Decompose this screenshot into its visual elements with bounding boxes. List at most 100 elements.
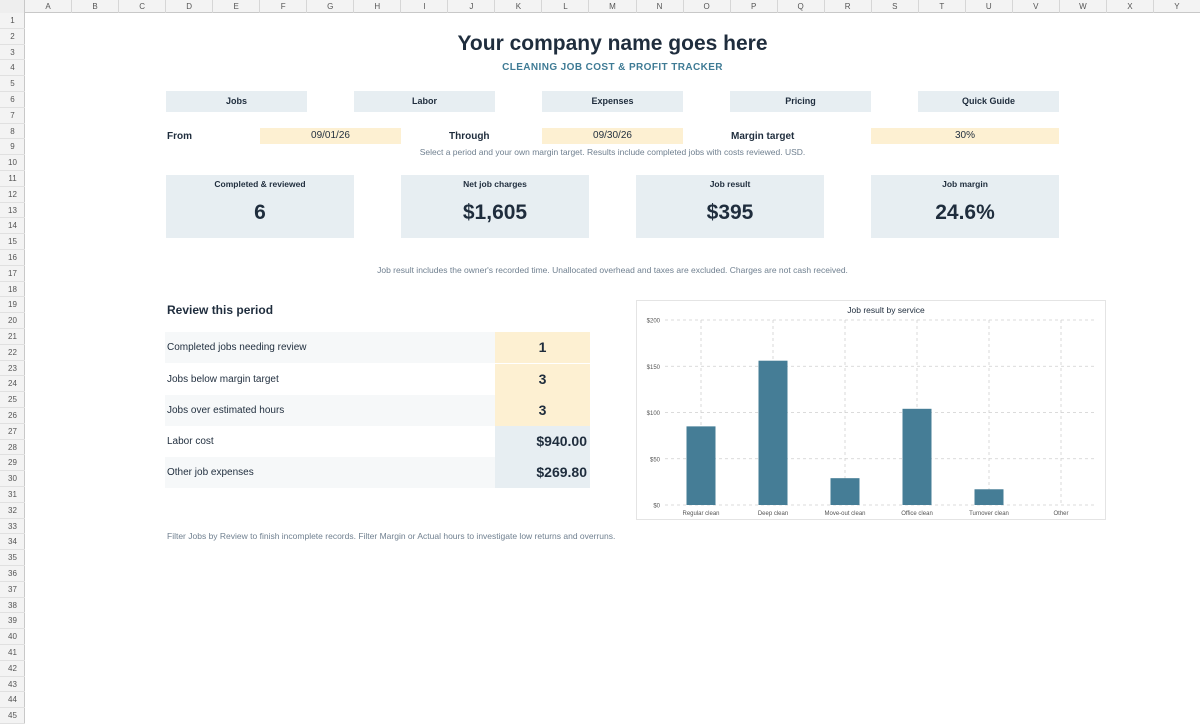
row-header[interactable]: 24	[0, 376, 25, 393]
row-header[interactable]: 28	[0, 440, 25, 456]
row-header[interactable]: 19	[0, 297, 25, 314]
review-row-label: Jobs over estimated hours	[167, 405, 285, 416]
column-header[interactable]: S	[872, 0, 919, 13]
column-header[interactable]: R	[825, 0, 872, 13]
review-row[interactable]: Jobs over estimated hours 3	[165, 395, 590, 426]
row-header[interactable]: 43	[0, 677, 25, 693]
review-row[interactable]: Labor cost $940.00	[165, 426, 590, 457]
column-header[interactable]: A	[25, 0, 73, 13]
kpi-job-result-card[interactable]: Job result $395	[636, 175, 824, 238]
row-header[interactable]: 38	[0, 598, 25, 614]
column-header[interactable]: B	[72, 0, 120, 13]
row-header[interactable]: 34	[0, 534, 25, 551]
column-header[interactable]: X	[1107, 0, 1154, 13]
row-header[interactable]: 33	[0, 519, 25, 535]
column-header[interactable]: J	[448, 0, 496, 13]
row-header[interactable]: 35	[0, 550, 25, 566]
row-header[interactable]: 7	[0, 108, 25, 124]
from-date-input[interactable]: 09/01/26	[260, 128, 401, 144]
row-header[interactable]: 41	[0, 645, 25, 661]
select-all-corner[interactable]	[0, 0, 25, 13]
row-header[interactable]: 37	[0, 582, 25, 598]
row-header[interactable]: 32	[0, 503, 25, 519]
column-header[interactable]: D	[166, 0, 214, 13]
review-row-value[interactable]: 3	[495, 395, 590, 426]
column-header[interactable]: K	[495, 0, 543, 13]
column-header[interactable]: W	[1060, 0, 1107, 13]
row-header[interactable]: 36	[0, 566, 25, 582]
review-row-value[interactable]: $269.80	[495, 457, 590, 488]
column-header[interactable]: P	[731, 0, 778, 13]
row-header[interactable]: 22	[0, 345, 25, 361]
row-header[interactable]: 10	[0, 155, 25, 171]
row-header[interactable]: 5	[0, 76, 25, 92]
row-header[interactable]: 42	[0, 661, 25, 677]
row-header[interactable]: 8	[0, 124, 25, 140]
row-header[interactable]: 3	[0, 45, 25, 61]
column-header[interactable]: T	[919, 0, 966, 13]
column-header[interactable]: N	[637, 0, 684, 13]
row-header[interactable]: 13	[0, 203, 25, 219]
column-header[interactable]: I	[401, 0, 449, 13]
column-header[interactable]: Y	[1154, 0, 1200, 13]
row-header[interactable]: 21	[0, 329, 25, 345]
column-header[interactable]: O	[684, 0, 731, 13]
row-header[interactable]: 14	[0, 218, 25, 235]
row-header[interactable]: 1	[0, 13, 25, 29]
nav-quick-guide-button[interactable]: Quick Guide	[918, 91, 1059, 112]
review-row-value[interactable]: 1	[495, 332, 590, 363]
row-header[interactable]: 6	[0, 92, 25, 108]
column-header[interactable]: Q	[778, 0, 825, 13]
row-header[interactable]: 4	[0, 60, 25, 77]
review-row[interactable]: Completed jobs needing review 1	[165, 332, 590, 363]
column-header[interactable]: H	[354, 0, 402, 13]
row-header[interactable]: 23	[0, 361, 25, 377]
row-header[interactable]: 27	[0, 424, 25, 440]
row-header[interactable]: 2	[0, 29, 25, 45]
row-header[interactable]: 9	[0, 139, 25, 156]
through-date-input[interactable]: 09/30/26	[542, 128, 683, 144]
row-header[interactable]: 44	[0, 692, 25, 709]
row-header[interactable]: 15	[0, 234, 25, 250]
kpi-completed-card[interactable]: Completed & reviewed 6	[166, 175, 354, 238]
row-header[interactable]: 16	[0, 250, 25, 266]
review-row[interactable]: Jobs below margin target 3	[165, 364, 590, 395]
column-header[interactable]: E	[213, 0, 261, 13]
column-header[interactable]: U	[966, 0, 1013, 13]
job-result-chart[interactable]: Job result by service $0 $50 $100 $150 $200 Re…	[636, 300, 1106, 520]
row-header[interactable]: 29	[0, 455, 25, 472]
nav-jobs-button[interactable]: Jobs	[166, 91, 307, 112]
column-header[interactable]: G	[307, 0, 355, 13]
review-row-label: Completed jobs needing review	[167, 342, 307, 353]
nav-expenses-button[interactable]: Expenses	[542, 91, 683, 112]
row-header[interactable]: 40	[0, 629, 25, 645]
row-header[interactable]: 11	[0, 171, 25, 187]
review-row[interactable]: Other job expenses $269.80	[165, 457, 590, 488]
row-header[interactable]: 39	[0, 613, 25, 630]
row-header[interactable]: 20	[0, 313, 25, 329]
row-header[interactable]: 31	[0, 487, 25, 503]
kpi-job-margin-card[interactable]: Job margin 24.6%	[871, 175, 1059, 238]
row-header[interactable]: 12	[0, 187, 25, 203]
row-header[interactable]: 25	[0, 392, 25, 408]
kpi-net-charges-card[interactable]: Net job charges $1,605	[401, 175, 589, 238]
column-header[interactable]: M	[589, 0, 637, 13]
chart-bar	[974, 489, 1004, 505]
margin-target-input[interactable]: 30%	[871, 128, 1059, 144]
kpi-job-margin-label: Job margin	[942, 179, 988, 189]
row-header[interactable]: 17	[0, 266, 25, 282]
row-header[interactable]: 30	[0, 471, 25, 487]
row-header[interactable]: 45	[0, 708, 25, 724]
row-header[interactable]: 26	[0, 408, 25, 424]
company-name[interactable]: Your company name goes here	[457, 32, 768, 55]
nav-pricing-button[interactable]: Pricing	[730, 91, 871, 112]
tracker-subtitle[interactable]: CLEANING JOB COST & PROFIT TRACKER	[502, 62, 723, 73]
nav-labor-button[interactable]: Labor	[354, 91, 495, 112]
review-row-value[interactable]: $940.00	[495, 426, 590, 457]
review-row-value[interactable]: 3	[495, 364, 590, 395]
column-header[interactable]: V	[1013, 0, 1060, 13]
column-header[interactable]: F	[260, 0, 308, 13]
row-header[interactable]: 18	[0, 282, 25, 298]
column-header[interactable]: C	[119, 0, 167, 13]
column-header[interactable]: L	[542, 0, 590, 13]
